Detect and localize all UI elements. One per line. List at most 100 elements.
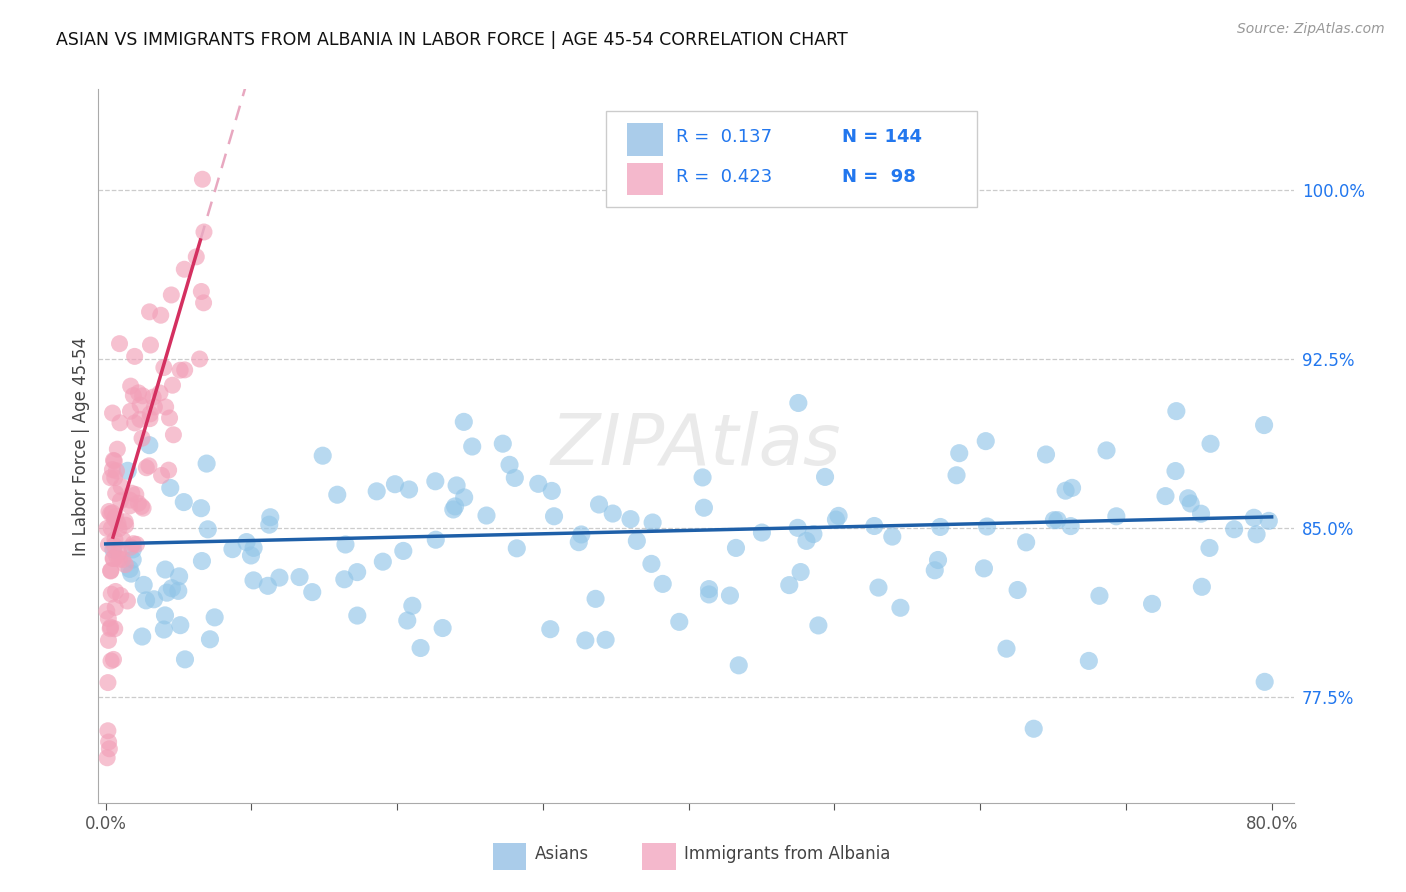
- Point: [149, 308, 172, 322]
- Point: [108, 552, 131, 566]
- Point: [125, 487, 148, 501]
- Point: [128, 385, 150, 400]
- Point: [129, 398, 152, 412]
- Point: [162, 427, 184, 442]
- Point: [927, 553, 949, 567]
- Point: [160, 288, 183, 302]
- Point: [114, 518, 136, 533]
- Point: [97, 633, 120, 648]
- Point: [107, 545, 129, 559]
- Point: [122, 388, 145, 402]
- Point: [882, 530, 904, 544]
- Point: [197, 522, 219, 536]
- Point: [889, 600, 911, 615]
- Point: [595, 632, 617, 647]
- Point: [97, 612, 120, 626]
- Point: [104, 584, 127, 599]
- Point: [868, 581, 890, 595]
- Point: [193, 295, 215, 310]
- Point: [1007, 582, 1029, 597]
- Point: [751, 525, 773, 540]
- Point: [139, 411, 162, 425]
- Point: [204, 610, 226, 624]
- Point: [131, 630, 153, 644]
- Point: [122, 537, 145, 551]
- Point: [173, 363, 195, 377]
- Point: [105, 464, 128, 478]
- Point: [117, 594, 139, 608]
- Point: [103, 511, 125, 525]
- Point: [371, 555, 394, 569]
- Point: [121, 486, 143, 500]
- Point: [173, 262, 195, 277]
- Point: [444, 500, 467, 514]
- Point: [446, 478, 468, 492]
- Point: [995, 641, 1018, 656]
- Point: [103, 551, 125, 566]
- Point: [1140, 597, 1163, 611]
- Point: [191, 172, 214, 186]
- Point: [401, 599, 423, 613]
- Point: [159, 481, 181, 495]
- Point: [173, 495, 195, 509]
- Point: [118, 499, 141, 513]
- Point: [138, 305, 160, 319]
- Point: [153, 360, 176, 375]
- Point: [101, 506, 124, 520]
- Y-axis label: In Labor Force | Age 45-54: In Labor Force | Age 45-54: [72, 336, 90, 556]
- Point: [1177, 491, 1199, 506]
- Point: [120, 540, 142, 554]
- Point: [527, 476, 550, 491]
- Point: [235, 535, 257, 549]
- Point: [107, 516, 129, 531]
- Point: [924, 563, 946, 577]
- Point: [97, 735, 120, 749]
- Point: [110, 493, 132, 508]
- Point: [461, 440, 484, 454]
- Point: [1077, 654, 1099, 668]
- Point: [384, 477, 406, 491]
- Point: [101, 462, 124, 476]
- Point: [1257, 514, 1279, 528]
- Point: [626, 533, 648, 548]
- Point: [167, 569, 190, 583]
- Point: [97, 723, 120, 738]
- Point: [104, 622, 127, 636]
- Point: [221, 542, 243, 557]
- Point: [1198, 541, 1220, 555]
- Point: [697, 587, 720, 601]
- Point: [127, 496, 149, 510]
- Point: [188, 351, 211, 366]
- Point: [104, 533, 127, 547]
- Point: [104, 486, 127, 500]
- Point: [100, 620, 122, 634]
- Point: [492, 436, 515, 450]
- Bar: [494, 843, 526, 870]
- Point: [1105, 509, 1128, 524]
- Point: [814, 470, 837, 484]
- Point: [97, 504, 120, 518]
- Point: [139, 407, 162, 421]
- Point: [118, 562, 141, 576]
- Point: [1253, 674, 1275, 689]
- Bar: [643, 843, 676, 870]
- Point: [150, 468, 173, 483]
- Point: [108, 416, 131, 430]
- Point: [409, 640, 432, 655]
- Point: [100, 521, 122, 535]
- Point: [425, 475, 447, 489]
- Point: [100, 654, 122, 668]
- Point: [346, 608, 368, 623]
- Point: [506, 541, 529, 556]
- Point: [778, 578, 800, 592]
- Point: [585, 591, 607, 606]
- Text: N = 144: N = 144: [842, 128, 922, 146]
- Point: [1043, 513, 1066, 527]
- Point: [640, 557, 662, 571]
- Point: [326, 488, 349, 502]
- Point: [259, 517, 281, 532]
- Point: [96, 521, 118, 535]
- Point: [142, 390, 165, 404]
- Text: ASIAN VS IMMIGRANTS FROM ALBANIA IN LABOR FORCE | AGE 45-54 CORRELATION CHART: ASIAN VS IMMIGRANTS FROM ALBANIA IN LABO…: [56, 31, 848, 49]
- Point: [103, 453, 125, 467]
